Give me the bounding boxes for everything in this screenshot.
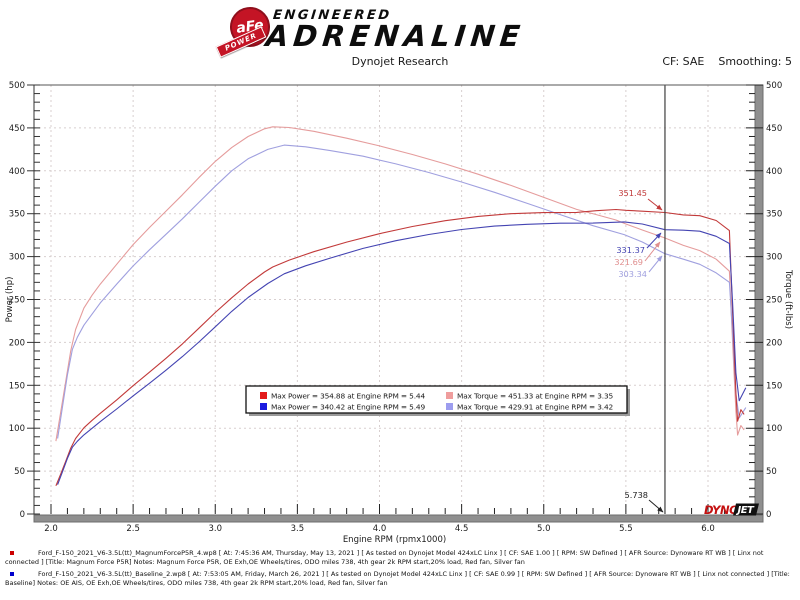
svg-text:JET: JET: [736, 505, 756, 516]
svg-text:Engine RPM (rpmx1000): Engine RPM (rpmx1000): [343, 535, 446, 545]
run2-bullet-icon: [10, 572, 14, 576]
dyno-chart: 0 0 50 50 100 100 150 150 200 200 250 250 300 300 350 3…: [5, 81, 793, 545]
svg-text:500: 500: [766, 81, 782, 91]
svg-text:450: 450: [9, 124, 25, 134]
svg-text:100: 100: [9, 424, 25, 434]
run-info-footer: Ford_F-150_2021_V6-3.5L(tt)_MagnumForceP…: [0, 549, 800, 591]
svg-text:DYNO: DYNO: [704, 503, 739, 517]
cf-value: CF: SAE: [662, 55, 705, 68]
smoothing-value: Smoothing: 5: [718, 55, 792, 68]
torque-axis-title: Torque (ft-lbs): [783, 269, 793, 329]
curve-magnum_torque: [55, 126, 745, 442]
annotation-303-34: 303.34: [618, 255, 663, 279]
svg-text:50: 50: [14, 467, 25, 477]
rpm-axis-title: Engine RPM (rpmx1000): [343, 535, 446, 545]
svg-text:250: 250: [9, 296, 25, 306]
svg-text:303.34: 303.34: [618, 269, 647, 279]
svg-text:2.0: 2.0: [44, 524, 58, 534]
report-source-title: Dynojet Research: [351, 55, 449, 68]
svg-text:Max Power = 340.42 at Engine R: Max Power = 340.42 at Engine RPM = 5.49: [271, 403, 425, 412]
svg-text:321.69: 321.69: [614, 257, 643, 267]
curve-baseline_power: [57, 221, 747, 485]
curve-magnum_power: [55, 208, 745, 487]
svg-text:150: 150: [766, 381, 782, 391]
svg-text:250: 250: [766, 296, 782, 306]
svg-text:450: 450: [766, 124, 782, 134]
axes: 0 0 50 50 100 100 150 150 200 200 250 250 300 300 350 3…: [9, 81, 782, 534]
annotation-351-45: 351.45: [618, 188, 663, 211]
svg-text:400: 400: [766, 167, 782, 177]
run-info-baseline: Ford_F-150_2021_V6-3.5L(tt)_Baseline_2.w…: [0, 570, 800, 588]
dynojet-logo: DYNO JET: [704, 503, 759, 517]
svg-text:6.0: 6.0: [701, 524, 715, 534]
svg-text:2.5: 2.5: [126, 524, 140, 534]
svg-text:200: 200: [766, 338, 782, 348]
svg-text:Max Torque = 429.91 at Engine: Max Torque = 429.91 at Engine RPM = 3.42: [457, 403, 613, 412]
svg-text:100: 100: [766, 424, 782, 434]
svg-text:400: 400: [9, 167, 25, 177]
svg-text:350: 350: [9, 210, 25, 220]
svg-text:300: 300: [9, 253, 25, 263]
svg-text:5.0: 5.0: [537, 524, 551, 534]
svg-text:500: 500: [9, 81, 25, 91]
svg-text:350: 350: [766, 210, 782, 220]
annotation-331-37: 331.37: [616, 232, 662, 255]
svg-text:Power (hp): Power (hp): [5, 277, 15, 323]
curve-baseline_torque: [57, 144, 747, 439]
svg-text:0: 0: [20, 510, 25, 520]
run2-text: Ford_F-150_2021_V6-3.5L(tt)_Baseline_2.w…: [5, 570, 790, 587]
run1-bullet-icon: [10, 551, 14, 555]
svg-text:Max Torque = 451.33 at Engine: Max Torque = 451.33 at Engine RPM = 3.35: [457, 392, 614, 401]
svg-text:150: 150: [9, 381, 25, 391]
legend-box: Max Power = 354.88 at Engine RPM = 5.44 M…: [245, 385, 630, 416]
svg-text:3.5: 3.5: [291, 524, 305, 534]
svg-text:5.738: 5.738: [625, 490, 648, 500]
annotation-5-738: 5.738: [625, 490, 664, 513]
annotation-321-69: 321.69: [614, 241, 661, 267]
svg-text:0: 0: [766, 510, 771, 520]
svg-text:351.45: 351.45: [618, 188, 647, 198]
svg-text:3.0: 3.0: [208, 524, 222, 534]
run-info-magnumforce: Ford_F-150_2021_V6-3.5L(tt)_MagnumForceP…: [0, 549, 800, 567]
svg-text:300: 300: [766, 253, 782, 263]
correction-smoothing-label: CF: SAE Smoothing: 5: [662, 55, 792, 68]
run1-text: Ford_F-150_2021_V6-3.5L(tt)_MagnumForceP…: [5, 549, 764, 566]
svg-text:200: 200: [9, 338, 25, 348]
svg-text:331.37: 331.37: [616, 245, 645, 255]
svg-text:50: 50: [766, 467, 777, 477]
svg-text:4.5: 4.5: [455, 524, 469, 534]
svg-text:5.5: 5.5: [619, 524, 633, 534]
svg-text:Torque (ft-lbs): Torque (ft-lbs): [783, 269, 793, 329]
gridlines: [34, 85, 755, 514]
svg-text:Max Power = 354.88 at Engine R: Max Power = 354.88 at Engine RPM = 5.44: [271, 392, 425, 401]
svg-text:4.0: 4.0: [373, 524, 387, 534]
power-axis-title: Power (hp): [5, 277, 15, 323]
